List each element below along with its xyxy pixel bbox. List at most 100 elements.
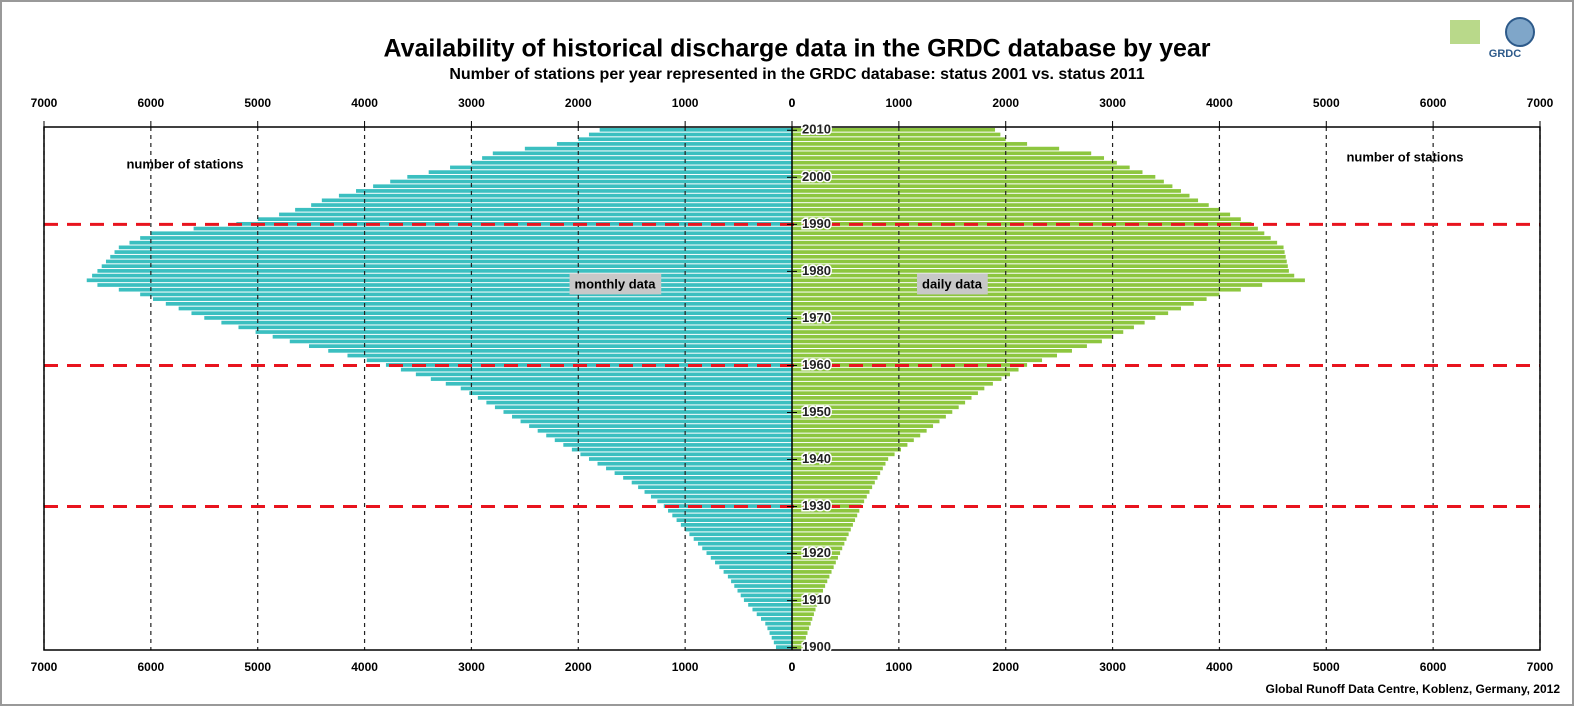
bottom-tick-label: 7000: [31, 660, 58, 674]
year-label: 1990: [802, 216, 831, 231]
bar: [563, 443, 792, 447]
logo-text: GRDC: [1489, 48, 1521, 60]
bar: [792, 334, 1113, 339]
bar: [580, 452, 792, 457]
bar: [792, 283, 1263, 287]
bottom-tick-label: 0: [789, 660, 796, 674]
bar: [792, 480, 875, 485]
bar: [445, 381, 792, 386]
year-label: 1950: [802, 404, 831, 419]
bar: [792, 151, 1092, 156]
bar: [279, 212, 793, 217]
bar: [606, 466, 792, 471]
annotation: number of stations: [1346, 149, 1463, 164]
bottom-tick-label: 0: [789, 660, 796, 674]
bar: [792, 405, 959, 410]
bar: [118, 245, 793, 250]
logo: GRDC: [1450, 17, 1535, 60]
year-label: 1900: [802, 639, 831, 654]
bar: [792, 156, 1105, 160]
bar: [715, 560, 792, 565]
bar: [723, 570, 792, 574]
bar: [503, 410, 792, 414]
bar: [792, 617, 813, 621]
top-tick-label: 3000: [458, 96, 485, 110]
bar: [477, 396, 792, 400]
bar: [140, 292, 792, 297]
bottom-tick-label: 4000: [1206, 660, 1233, 674]
bar: [792, 344, 1087, 348]
bar: [792, 513, 858, 518]
top-tick-label: 7000: [31, 96, 58, 110]
top-tick-label: 4000: [1206, 96, 1233, 110]
bar: [792, 541, 845, 546]
series-label-box: [569, 273, 662, 295]
bar: [792, 254, 1286, 259]
bar: [719, 565, 792, 570]
bar: [792, 184, 1173, 189]
bottom-tick-label: 1000: [672, 660, 699, 674]
top-tick-label: 6000: [138, 96, 165, 110]
bar: [792, 363, 1028, 367]
bar: [792, 640, 805, 645]
bar: [792, 452, 895, 457]
bar: [428, 170, 792, 174]
bar: [792, 358, 1043, 363]
year-label: 2010: [802, 122, 831, 137]
bar: [748, 602, 792, 607]
bar: [792, 278, 1305, 283]
bar: [710, 555, 792, 560]
bar: [752, 607, 792, 612]
bar: [92, 273, 793, 278]
bar: [255, 330, 792, 334]
chart-subtitle: Number of stations per year represented …: [449, 66, 1144, 83]
bar: [295, 207, 792, 212]
bar: [792, 132, 1001, 137]
series-label-text: daily data: [922, 276, 983, 291]
bar: [556, 142, 792, 146]
bar: [663, 504, 792, 508]
bar: [328, 348, 792, 353]
bar: [311, 203, 792, 207]
bar: [792, 165, 1130, 170]
bar: [105, 259, 792, 264]
bar: [792, 179, 1164, 184]
bar: [792, 579, 828, 584]
bar: [792, 287, 1241, 292]
bar: [792, 499, 865, 504]
bar: [792, 264, 1288, 269]
bar: [101, 264, 792, 269]
bar: [792, 447, 901, 452]
year-label: 1930: [802, 498, 831, 513]
bar: [152, 297, 793, 301]
logo-box: [1450, 20, 1480, 44]
year-label: 1940: [802, 451, 831, 466]
bar: [129, 240, 792, 245]
bar: [792, 546, 843, 551]
bar: [792, 527, 851, 532]
year-label: 1920: [802, 545, 831, 560]
bar: [727, 574, 792, 579]
bottom-tick-label: 3000: [1099, 660, 1126, 674]
bar: [494, 405, 792, 410]
bar: [771, 635, 792, 640]
bar: [257, 217, 792, 222]
bar: [571, 447, 792, 452]
bar: [238, 325, 793, 330]
bar: [792, 245, 1284, 250]
bar: [792, 645, 803, 649]
bar: [86, 278, 792, 283]
bar: [792, 475, 878, 480]
bar: [588, 132, 792, 137]
bar: [792, 203, 1209, 207]
bottom-tick-label: 5000: [244, 660, 271, 674]
bar: [792, 297, 1207, 301]
bar: [792, 598, 819, 602]
bottom-tick-label: 2000: [565, 660, 592, 674]
bar: [734, 584, 792, 588]
bar: [792, 146, 1060, 151]
series-label: monthly data: [569, 273, 662, 295]
bottom-tick-label: 6000: [138, 660, 165, 674]
bar: [792, 301, 1194, 306]
bar: [792, 339, 1102, 344]
